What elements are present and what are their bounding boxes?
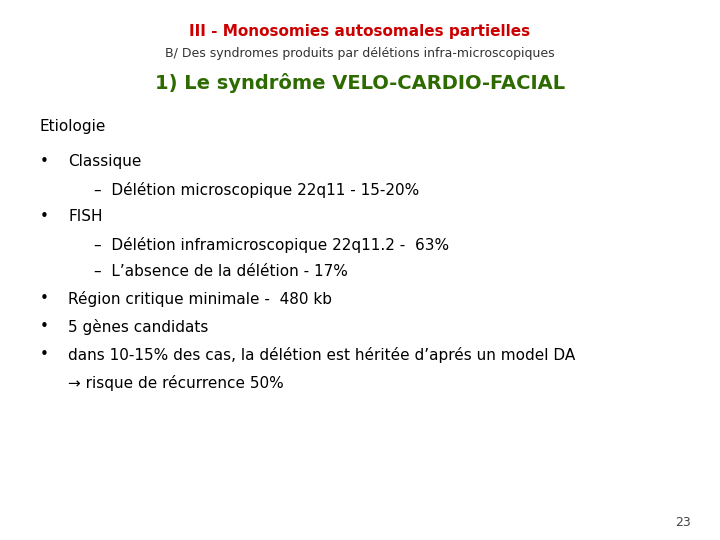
Text: dans 10-15% des cas, la délétion est héritée d’aprés un model DA: dans 10-15% des cas, la délétion est hér… [68,347,576,363]
Text: –  Délétion inframicroscopique 22q11.2 -  63%: – Délétion inframicroscopique 22q11.2 - … [94,237,449,253]
Text: III - Monosomies autosomales partielles: III - Monosomies autosomales partielles [189,24,531,39]
Text: 23: 23 [675,516,691,529]
Text: Classique: Classique [68,154,142,169]
Text: → risque de récurrence 50%: → risque de récurrence 50% [68,375,284,391]
Text: •: • [40,347,48,362]
Text: 1) Le syndrôme VELO-CARDIO-FACIAL: 1) Le syndrôme VELO-CARDIO-FACIAL [155,73,565,93]
Text: 5 gènes candidats: 5 gènes candidats [68,319,209,335]
Text: Etiologie: Etiologie [40,119,106,134]
Text: –  L’absence de la délétion - 17%: – L’absence de la délétion - 17% [94,264,348,279]
Text: •: • [40,319,48,334]
Text: FISH: FISH [68,209,103,224]
Text: •: • [40,209,48,224]
Text: Région critique minimale -  480 kb: Région critique minimale - 480 kb [68,291,333,307]
Text: •: • [40,154,48,169]
Text: •: • [40,291,48,306]
Text: B/ Des syndromes produits par délétions infra-microscopiques: B/ Des syndromes produits par délétions … [165,47,555,60]
Text: –  Délétion microscopique 22q11 - 15-20%: – Délétion microscopique 22q11 - 15-20% [94,182,419,198]
